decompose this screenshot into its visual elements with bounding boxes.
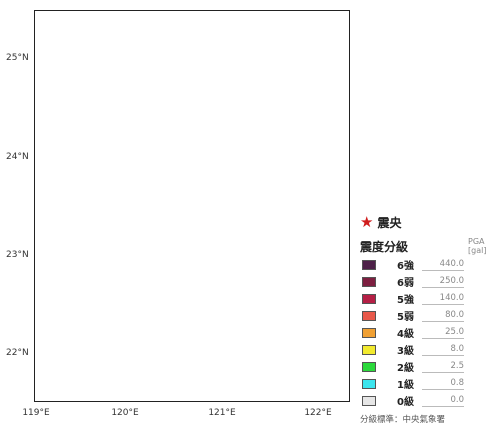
legend-pga-value: 250.0 xyxy=(422,276,464,288)
legend-header: 震度分級 PGA [gal] xyxy=(360,237,496,255)
lon-label-119: 119°E xyxy=(22,408,50,418)
legend-row: 6強 440.0 xyxy=(360,257,496,272)
legend-row: 0級 0.0 xyxy=(360,393,496,408)
legend-level-label: 6強 xyxy=(397,261,414,272)
legend-swatch xyxy=(362,293,376,304)
legend-rows: 6強 440.0 6弱 250.0 5強 140.0 5弱 80.0 4級 25.0 3級 8.0 2級… xyxy=(360,257,496,408)
legend-row: 5弱 80.0 xyxy=(360,308,496,323)
lon-label-122: 122°E xyxy=(304,408,332,418)
pga-header: PGA [gal] xyxy=(468,237,487,255)
legend-pga-value: 140.0 xyxy=(422,293,464,305)
legend-level-label: 5弱 xyxy=(397,312,414,323)
epicenter-label: 震央 xyxy=(377,216,402,230)
epicenter-legend: ★ 震央 xyxy=(360,214,496,231)
legend-level-label: 0級 xyxy=(397,397,414,408)
legend-level-label: 6弱 xyxy=(397,278,414,289)
lon-label-121: 121°E xyxy=(208,408,236,418)
map-frame xyxy=(34,10,350,402)
legend-row: 4級 25.0 xyxy=(360,325,496,340)
legend-row: 5強 140.0 xyxy=(360,291,496,306)
legend-source: 分級標準：中央氣象署 xyxy=(360,415,446,425)
legend-level-label: 4級 xyxy=(397,329,414,340)
legend-row: 2級 2.5 xyxy=(360,359,496,374)
legend-swatch xyxy=(362,344,376,355)
legend-level-label: 5強 xyxy=(397,295,414,306)
legend-row: 6弱 250.0 xyxy=(360,274,496,289)
legend-level-label: 2級 xyxy=(397,363,414,374)
legend-swatch xyxy=(362,327,376,338)
legend-pga-value: 0.8 xyxy=(422,378,464,390)
legend-level-label: 1級 xyxy=(397,380,414,391)
legend-swatch xyxy=(362,276,376,287)
intensity-legend: ★ 震央 震度分級 PGA [gal] 6強 440.0 6弱 250.0 5強 140.… xyxy=(360,214,496,426)
legend-swatch xyxy=(362,378,376,389)
lat-label-25: 25°N xyxy=(6,53,29,63)
legend-pga-value: 80.0 xyxy=(422,310,464,322)
legend-row: 1級 0.8 xyxy=(360,376,496,391)
epicenter-star-legend-icon: ★ xyxy=(360,213,374,231)
legend-swatch xyxy=(362,395,376,406)
lat-label-22: 22°N xyxy=(6,348,29,358)
lat-label-24: 24°N xyxy=(6,152,29,162)
legend-pga-value: 25.0 xyxy=(422,327,464,339)
legend-pga-value: 8.0 xyxy=(422,344,464,356)
legend-pga-value: 0.0 xyxy=(422,395,464,407)
legend-pga-value: 2.5 xyxy=(422,361,464,373)
lat-label-23: 23°N xyxy=(6,250,29,260)
lon-label-120: 120°E xyxy=(111,408,139,418)
legend-pga-value: 440.0 xyxy=(422,259,464,271)
legend-swatch xyxy=(362,310,376,321)
legend-level-label: 3級 xyxy=(397,346,414,357)
legend-swatch xyxy=(362,361,376,372)
legend-row: 3級 8.0 xyxy=(360,342,496,357)
legend-title: 震度分級 xyxy=(360,240,409,254)
legend-swatch xyxy=(362,259,376,270)
